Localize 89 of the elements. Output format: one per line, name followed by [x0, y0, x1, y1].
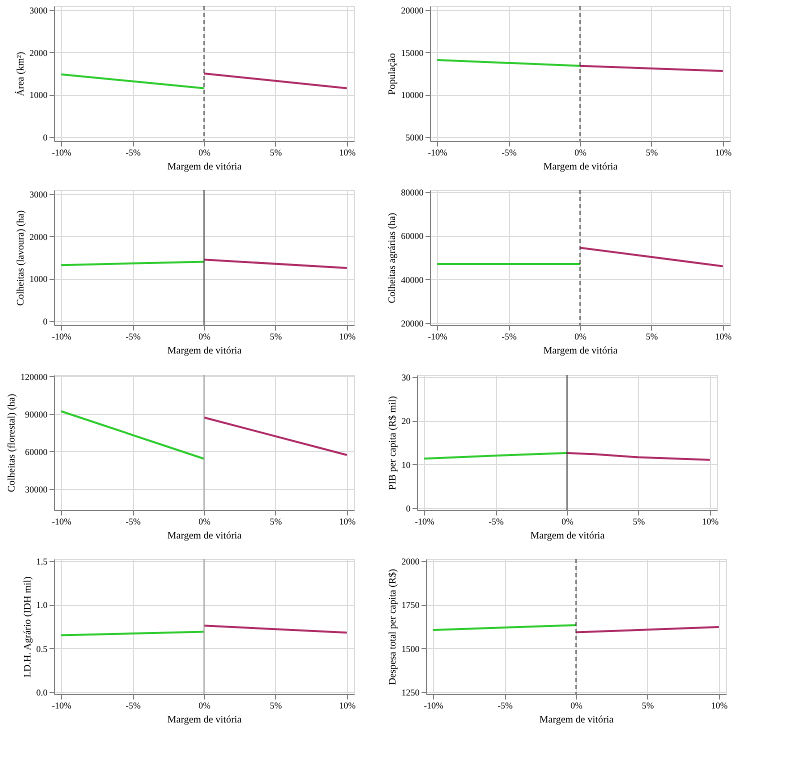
y-tick-label: 120000 — [20, 372, 48, 382]
x-tick-label: 5% — [646, 148, 658, 158]
y-tick-label: 30 — [402, 372, 411, 383]
x-axis-title: Margem de vitória — [543, 346, 618, 356]
y-tick-label: 90000 — [25, 409, 48, 420]
x-tick-label: 5% — [632, 516, 646, 526]
x-axis-title: Margem de vitória — [167, 162, 242, 172]
y-tick-label: 0.5 — [36, 644, 48, 654]
x-tick-label: -5% — [502, 332, 518, 342]
x-axis-title: Margem de vitória — [530, 530, 606, 542]
x-tick-label: 5% — [270, 700, 282, 710]
x-tick-label: -10% — [52, 700, 72, 710]
y-tick-label: 20000 — [401, 6, 424, 16]
y-tick-label: 1000 — [30, 274, 48, 284]
y-tick-label: 20 — [402, 416, 411, 426]
y-tick-label: 1.5 — [36, 556, 48, 566]
x-tick-label: -10% — [52, 332, 72, 342]
y-axis-title: PIB per capita (R$ mil) — [388, 396, 398, 490]
y-tick-label: 2000 — [30, 48, 48, 58]
x-tick-label: 5% — [270, 516, 282, 526]
y-tick-label: 10000 — [401, 90, 424, 100]
y-tick-label: 0 — [43, 316, 48, 326]
y-axis-title: Colheitas agrárias (ha) — [387, 212, 398, 304]
x-tick-label: 0% — [574, 148, 587, 158]
x-tick-label: -5% — [126, 332, 142, 342]
x-tick-label: -10% — [428, 148, 448, 158]
x-tick-label: -5% — [498, 700, 514, 710]
y-tick-label: 10 — [402, 460, 411, 470]
y-tick-label: 30000 — [25, 484, 48, 494]
y-tick-label: 0.0 — [36, 688, 48, 698]
y-tick-label: 3000 — [30, 6, 48, 16]
x-tick-label: 10% — [715, 332, 732, 342]
x-tick-label: 10% — [711, 700, 728, 710]
x-tick-label: 0% — [562, 516, 574, 526]
y-axis-title: I.D.H. Agrário (IDH mil) — [22, 576, 34, 678]
line-series — [566, 452, 711, 461]
y-tick-label: 2000 — [402, 556, 420, 566]
y-tick-label: 80000 — [401, 188, 424, 198]
x-tick-label: 10% — [339, 148, 356, 158]
y-tick-label: 1.0 — [36, 600, 48, 610]
y-axis-title: População — [387, 53, 398, 95]
x-tick-label: 10% — [702, 516, 720, 526]
y-tick-label: 40000 — [401, 274, 424, 285]
x-tick-label: 0% — [198, 700, 211, 710]
x-tick-label: -5% — [488, 516, 504, 526]
x-tick-label: 10% — [715, 148, 732, 158]
y-axis-title: Colheitas (lavoura) (ha) — [16, 210, 26, 306]
x-tick-label: 0% — [198, 516, 211, 526]
x-tick-label: -5% — [502, 148, 518, 158]
y-tick-label: 20000 — [401, 318, 424, 328]
x-tick-label: 5% — [270, 148, 282, 158]
x-tick-label: 0% — [574, 332, 587, 342]
y-tick-label: 1750 — [402, 600, 420, 610]
y-tick-label: 15000 — [401, 48, 424, 58]
x-tick-label: 5% — [270, 332, 282, 342]
x-tick-label: 5% — [646, 332, 658, 342]
y-tick-label: 1250 — [402, 688, 420, 698]
x-tick-label: 5% — [642, 700, 654, 710]
x-tick-label: -5% — [126, 700, 142, 710]
x-axis-title: Margem de vitória — [539, 714, 614, 726]
y-axis-title: Área (km²) — [14, 52, 26, 96]
x-tick-label: 0% — [198, 332, 211, 342]
y-axis-title: Despesa total per capita (R$) — [388, 568, 398, 686]
x-tick-label: 10% — [339, 516, 356, 526]
x-tick-label: -10% — [428, 332, 448, 342]
x-tick-label: -10% — [424, 700, 444, 710]
y-tick-label: 3000 — [30, 190, 48, 200]
y-axis-title: Colheitas (florestal) (ha) — [6, 394, 18, 492]
x-axis-title: Margem de vitória — [543, 162, 618, 172]
x-tick-label: 10% — [339, 700, 356, 710]
x-tick-label: 10% — [339, 332, 356, 342]
x-tick-label: 0% — [198, 148, 211, 158]
y-tick-label: 2000 — [30, 232, 48, 242]
y-tick-label: 0 — [406, 503, 411, 514]
y-tick-label: 5000 — [406, 132, 424, 142]
x-tick-label: -5% — [126, 148, 142, 158]
y-tick-label: 60000 — [25, 446, 48, 457]
x-tick-label: -10% — [52, 148, 72, 158]
y-tick-label: 1000 — [30, 90, 48, 100]
x-tick-label: 0% — [570, 700, 583, 710]
x-tick-label: -10% — [414, 516, 435, 526]
y-tick-label: 1500 — [402, 644, 420, 654]
x-tick-label: -5% — [126, 516, 142, 526]
x-axis-title: Margem de vitória — [167, 714, 242, 726]
x-axis-title: Margem de vitória — [167, 530, 242, 542]
y-tick-label: 60000 — [401, 231, 424, 242]
x-tick-label: -10% — [52, 516, 72, 526]
y-tick-label: 0 — [43, 132, 48, 142]
x-axis-title: Margem de vitória — [167, 346, 242, 356]
